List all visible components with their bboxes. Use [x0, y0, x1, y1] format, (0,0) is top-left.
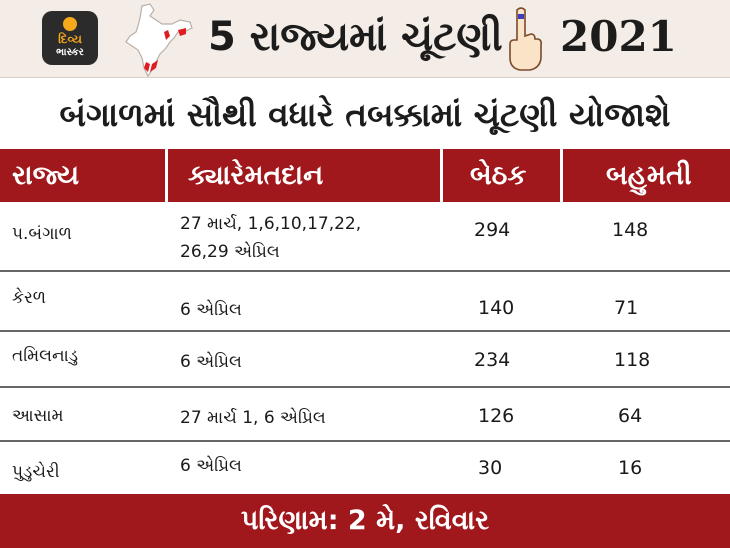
date-cell-line2: 26,29 એપ્રિલ	[180, 242, 280, 262]
column-header-majority: બહુમતી	[606, 160, 692, 191]
state-cell: પુડુચેરી	[12, 462, 60, 482]
india-map-icon	[125, 3, 193, 78]
seats-cell: 294	[474, 219, 511, 241]
logo-line2: ભાસ્કર	[56, 47, 84, 58]
seats-cell: 234	[474, 349, 511, 371]
majority-cell: 148	[612, 219, 649, 241]
majority-cell: 118	[614, 349, 651, 371]
row-divider	[0, 270, 730, 272]
main-title: 5 રાજ્યમાં ચૂંટણી	[208, 14, 503, 60]
subtitle: બંગાળમાં સૌથી વધારે તબક્કામાં ચૂંટણી યોજ…	[59, 95, 671, 134]
date-cell-line1: 27 માર્ચ 1, 6 એપ્રિલ	[180, 408, 326, 428]
date-cell-line1: 27 માર્ચ, 1,6,10,17,22,	[180, 214, 362, 234]
divya-bhaskar-logo: દિવ્ય ભાસ્કર	[42, 11, 98, 65]
row-divider	[0, 440, 730, 442]
result-date-banner: પરિણામ: 2 મે, રવિવાર	[0, 494, 730, 548]
state-cell: પ.બંગાળ	[12, 224, 72, 244]
row-divider	[0, 330, 730, 332]
date-cell-line1: 6 એપ્રિલ	[180, 300, 242, 320]
row-divider	[0, 386, 730, 388]
logo-line1: દિવ્ય	[58, 32, 82, 46]
header-divider	[440, 149, 443, 202]
seats-cell: 30	[478, 457, 503, 479]
majority-cell: 64	[618, 405, 643, 427]
header-divider	[560, 149, 563, 202]
state-cell: તમિલનાડુ	[12, 346, 79, 366]
result-date-text: પરિણામ: 2 મે, રવિવાર	[240, 505, 490, 536]
table-header: રાજ્ય ક્યારેમતદાન બેઠક બહુમતી	[0, 149, 730, 202]
logo-sun-icon	[63, 17, 77, 31]
majority-cell: 71	[614, 297, 639, 319]
year-text: 2021	[560, 12, 677, 61]
table-row: આસામ 27 માર્ચ 1, 6 એપ્રિલ 126 64	[0, 388, 730, 440]
state-cell: કેરળ	[12, 288, 47, 308]
seats-cell: 126	[478, 405, 515, 427]
state-cell: આસામ	[12, 406, 64, 426]
column-header-state: રાજ્ય	[12, 160, 80, 191]
seats-cell: 140	[478, 297, 515, 319]
header-banner: દિવ્ય ભાસ્કર 5 રાજ્યમાં ચૂંટણી 2021	[0, 0, 730, 78]
column-header-voting-date: ક્યારેમતદાન	[188, 160, 324, 191]
table-row: તમિલનાડુ 6 એપ્રિલ 234 118	[0, 332, 730, 386]
table-row: પુડુચેરી 6 એપ્રિલ 30 16	[0, 442, 730, 494]
table-row: કેરળ 6 એપ્રિલ 140 71	[0, 272, 730, 330]
header-divider	[165, 149, 168, 202]
date-cell-line1: 6 એપ્રિલ	[180, 352, 242, 372]
date-cell-line1: 6 એપ્રિલ	[180, 456, 242, 476]
voting-finger-icon	[509, 7, 542, 71]
majority-cell: 16	[618, 457, 643, 479]
table-row: પ.બંગાળ 27 માર્ચ, 1,6,10,17,22, 26,29 એપ…	[0, 202, 730, 270]
column-header-seats: બેઠક	[470, 160, 527, 191]
